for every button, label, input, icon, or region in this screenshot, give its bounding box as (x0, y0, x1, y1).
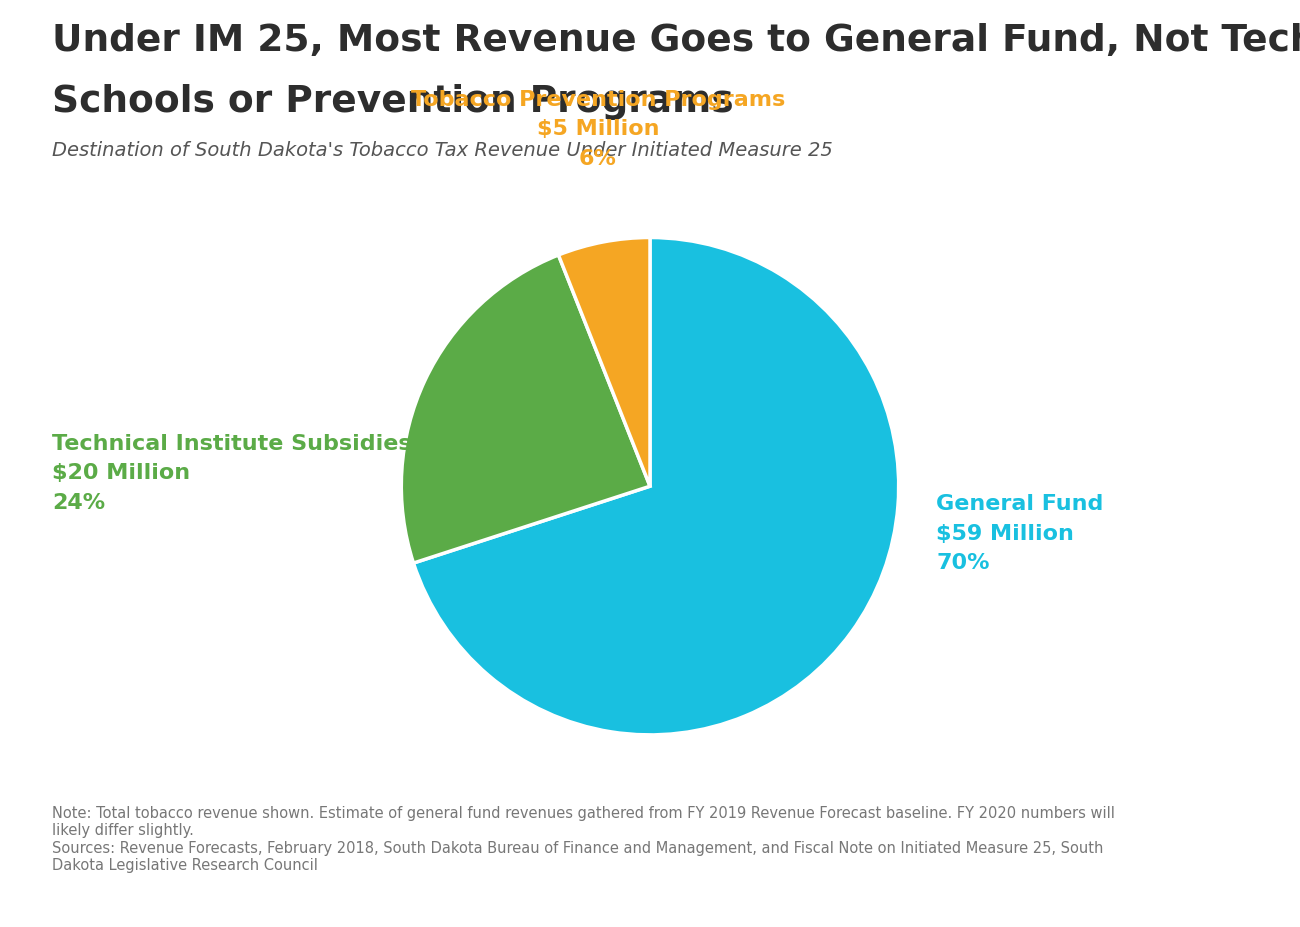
Text: Under IM 25, Most Revenue Goes to General Fund, Not Technical: Under IM 25, Most Revenue Goes to Genera… (52, 23, 1300, 59)
Wedge shape (413, 238, 898, 735)
Text: Sources: Revenue Forecasts, February 2018, South Dakota Bureau of Finance and Ma: Sources: Revenue Forecasts, February 201… (52, 840, 1104, 855)
Text: Tobacco Prevention Programs
$5 Million
6%: Tobacco Prevention Programs $5 Million 6… (411, 90, 785, 169)
Text: Schools or Prevention Programs: Schools or Prevention Programs (52, 83, 733, 120)
Text: Dakota Legislative Research Council: Dakota Legislative Research Council (52, 857, 318, 872)
Text: Note: Total tobacco revenue shown. Estimate of general fund revenues gathered fr: Note: Total tobacco revenue shown. Estim… (52, 805, 1115, 819)
Wedge shape (559, 238, 650, 487)
Text: likely differ slightly.: likely differ slightly. (52, 822, 194, 837)
Text: Destination of South Dakota's Tobacco Tax Revenue Under Initiated Measure 25: Destination of South Dakota's Tobacco Ta… (52, 141, 833, 159)
Text: General Fund
$59 Million
70%: General Fund $59 Million 70% (936, 493, 1104, 573)
Wedge shape (402, 256, 650, 564)
Text: TAX FOUNDATION: TAX FOUNDATION (29, 889, 250, 909)
Text: Technical Institute Subsidies
$20 Million
24%: Technical Institute Subsidies $20 Millio… (52, 433, 412, 513)
Text: @TaxFoundation: @TaxFoundation (1100, 889, 1271, 909)
